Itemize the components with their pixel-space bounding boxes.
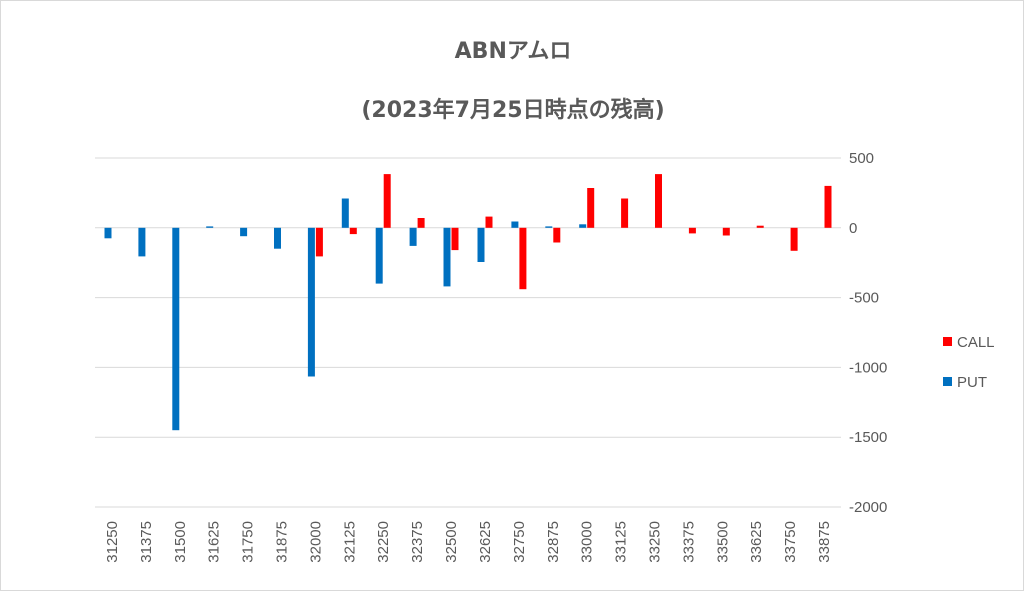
call-bar bbox=[722, 227, 730, 236]
x-tick-label: 33375 bbox=[680, 521, 697, 563]
legend-item-call: CALL bbox=[943, 334, 995, 351]
put-bar bbox=[172, 227, 180, 431]
legend-swatch-put bbox=[943, 377, 952, 386]
legend-item-put: PUT bbox=[943, 374, 987, 391]
call-bar bbox=[655, 174, 662, 228]
x-tick-label: 31875 bbox=[274, 521, 291, 563]
y-tick-label: -2000 bbox=[849, 499, 887, 516]
put-bar bbox=[409, 227, 417, 246]
chart-subtitle: (2023年7月25日時点の残高) bbox=[361, 98, 665, 123]
legend-label-call: CALL bbox=[957, 334, 995, 351]
call-bar bbox=[621, 198, 629, 228]
call-bar bbox=[553, 227, 561, 243]
x-tick-label: 31500 bbox=[172, 521, 189, 563]
x-tick-label: 31625 bbox=[206, 521, 223, 563]
y-tick-label: -1000 bbox=[849, 359, 887, 376]
x-tick-label: 33250 bbox=[647, 521, 664, 563]
chart-title: ABNアムロ bbox=[454, 39, 572, 64]
x-tick-label: 32625 bbox=[477, 521, 494, 563]
put-bar bbox=[341, 198, 349, 228]
x-tick-label: 32000 bbox=[307, 521, 324, 563]
legend-swatch-call bbox=[943, 337, 952, 346]
legend-label-put: PUT bbox=[957, 374, 987, 391]
put-bar bbox=[274, 227, 281, 249]
y-tick-label: 0 bbox=[849, 220, 857, 237]
x-tick-label: 33000 bbox=[579, 521, 596, 563]
x-tick-label: 32125 bbox=[341, 521, 358, 563]
x-tick-label: 32500 bbox=[443, 521, 460, 563]
put-bar bbox=[477, 227, 485, 262]
x-tick-label: 31250 bbox=[104, 521, 121, 563]
put-bar bbox=[206, 226, 214, 228]
call-bar bbox=[417, 218, 425, 228]
x-tick-label: 32375 bbox=[409, 521, 426, 563]
put-bar bbox=[545, 226, 553, 228]
put-bar bbox=[443, 227, 451, 287]
x-tick-label: 33125 bbox=[613, 521, 630, 563]
call-bar bbox=[587, 188, 595, 228]
call-bar bbox=[349, 227, 357, 235]
call-bar bbox=[688, 227, 696, 234]
call-bar bbox=[315, 227, 323, 257]
put-bar bbox=[511, 221, 519, 228]
x-tick-label: 32250 bbox=[375, 521, 392, 563]
y-tick-label: 500 bbox=[849, 150, 874, 167]
call-bar bbox=[824, 185, 832, 228]
call-bar bbox=[451, 227, 459, 251]
put-bar bbox=[138, 227, 146, 257]
put-bar bbox=[104, 227, 112, 239]
call-bar bbox=[519, 227, 527, 290]
x-tick-label: 33625 bbox=[748, 521, 765, 563]
x-tick-label: 31750 bbox=[240, 521, 257, 563]
x-tick-label: 32875 bbox=[545, 521, 562, 563]
call-bar bbox=[383, 174, 391, 228]
y-tick-label: -500 bbox=[849, 290, 879, 307]
call-bar bbox=[756, 225, 764, 228]
put-bar bbox=[579, 224, 587, 228]
x-tick-label: 33750 bbox=[782, 521, 799, 563]
x-tick-label: 33500 bbox=[714, 521, 731, 563]
x-tick-label: 32750 bbox=[511, 521, 528, 563]
call-bar bbox=[485, 216, 493, 228]
call-bar bbox=[790, 227, 798, 251]
x-tick-label: 31375 bbox=[138, 521, 155, 563]
put-bar bbox=[375, 227, 383, 284]
put-bar bbox=[240, 227, 248, 237]
x-tick-label: 33875 bbox=[816, 521, 833, 563]
put-bar bbox=[307, 227, 315, 377]
y-tick-label: -1500 bbox=[849, 429, 887, 446]
